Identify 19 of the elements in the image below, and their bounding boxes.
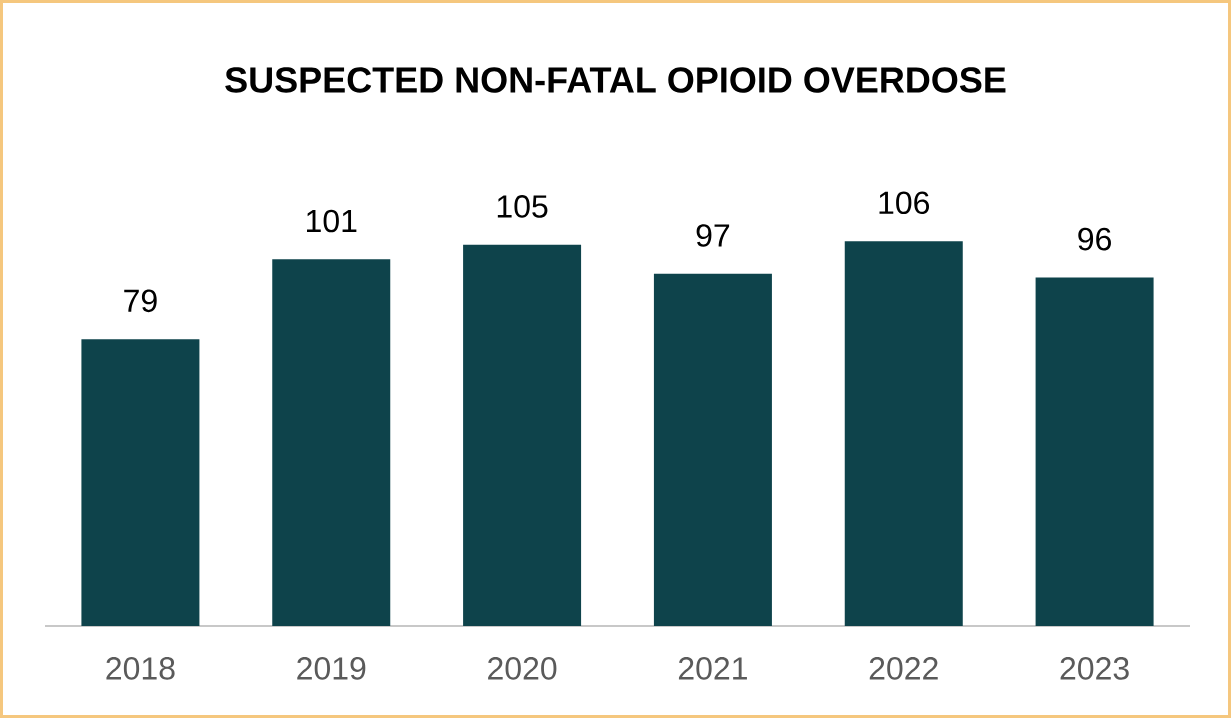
data-label: 97 [696, 224, 730, 247]
data-label: 105 [497, 195, 548, 218]
data-label: 96 [1078, 227, 1111, 251]
bar [653, 273, 772, 626]
x-tick-label: 2021 [678, 657, 747, 680]
bar [81, 339, 200, 626]
x-tick-label: 2019 [297, 657, 366, 680]
x-tick-label: 2018 [106, 657, 175, 680]
x-tick-label: 2023 [1060, 657, 1129, 680]
bar [272, 259, 391, 626]
bar [463, 244, 582, 626]
data-label: 101 [307, 209, 357, 233]
bar [844, 241, 963, 626]
data-label: 79 [124, 289, 157, 313]
bar [1035, 277, 1154, 626]
x-tick-label: 2022 [869, 657, 938, 680]
chart-title: SUSPECTED NON-FATAL OPIOID OVERDOSE [225, 67, 1006, 93]
data-label: 106 [879, 191, 930, 215]
x-tick-label: 2020 [488, 657, 557, 680]
